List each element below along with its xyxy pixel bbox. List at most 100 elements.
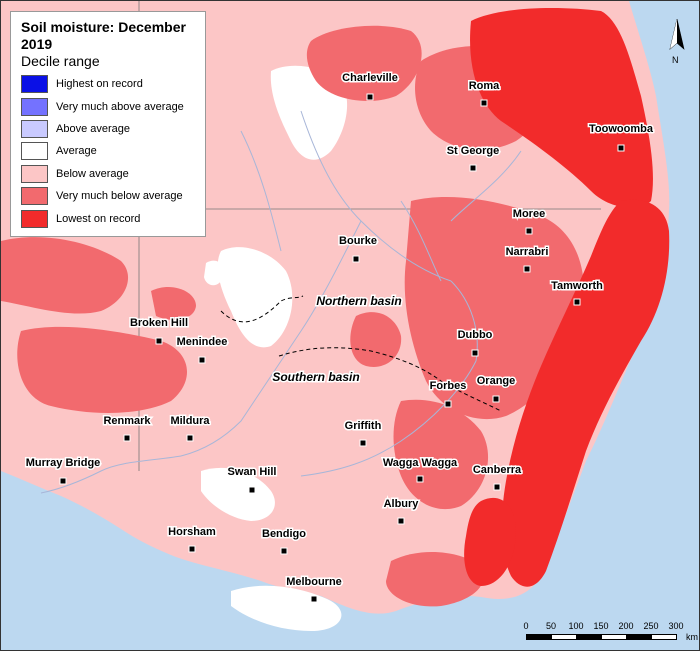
- scale-tick-label: 100: [568, 621, 584, 631]
- town-label: Menindee: [177, 336, 228, 348]
- town-label: Charleville: [342, 72, 398, 84]
- scale-segment: [526, 634, 552, 640]
- town-marker: [416, 475, 424, 483]
- town-marker: [186, 434, 194, 442]
- lowest-area: [464, 497, 516, 586]
- legend-item: Very much below average: [21, 185, 197, 207]
- scale-tick-label: 50: [545, 621, 557, 631]
- town-marker: [123, 434, 131, 442]
- town-label: Renmark: [103, 415, 151, 427]
- legend-item: Lowest on record: [21, 207, 197, 229]
- town-label: Bendigo: [262, 528, 306, 540]
- town-marker: [352, 255, 360, 263]
- legend: Soil moisture: December 2019 Decile rang…: [10, 11, 206, 237]
- town-griffith: Griffith: [343, 419, 383, 447]
- town-marker: [617, 144, 625, 152]
- rivers: [40, 110, 522, 494]
- town-tamworth: Tamworth: [550, 279, 605, 306]
- town-renmark: Renmark: [102, 414, 153, 442]
- legend-label: Very much above average: [56, 100, 184, 113]
- town-marker: [248, 486, 256, 494]
- town-orange: Orange: [475, 374, 517, 403]
- town-broken-hill: Broken Hill: [128, 316, 190, 345]
- town-marker: [480, 99, 488, 107]
- average-area: [217, 247, 293, 348]
- scale-segment: [651, 634, 677, 640]
- town-menindee: Menindee: [175, 335, 229, 364]
- town-marker: [444, 400, 452, 408]
- scale-bar: 0 50 100 150 200 250 300 km: [523, 621, 698, 645]
- town-marker: [280, 547, 288, 555]
- average-area: [204, 260, 224, 286]
- town-st-george: St George: [445, 144, 501, 172]
- town-label: Moree: [513, 208, 545, 220]
- town-canberra: Canberra: [471, 463, 524, 491]
- town-marker: [155, 337, 163, 345]
- town-marker: [469, 164, 477, 172]
- town-moree: Moree: [511, 207, 547, 235]
- town-label: Forbes: [430, 380, 467, 392]
- average-area: [201, 467, 275, 521]
- town-label: St George: [447, 145, 500, 157]
- scale-tick-label: 300: [668, 621, 684, 631]
- scale-segment: [576, 634, 602, 640]
- scale-tick-label: 150: [593, 621, 609, 631]
- town-marker: [493, 483, 501, 491]
- very-below-area: [350, 312, 402, 367]
- town-label: Murray Bridge: [26, 457, 101, 469]
- very-below-area: [306, 25, 422, 101]
- town-layer: Charleville Roma Toowoomba St George Moree Na…: [24, 71, 655, 603]
- very-below-area: [386, 551, 484, 607]
- town-label: Swan Hill: [228, 466, 277, 478]
- legend-subtitle: Decile range: [21, 53, 100, 69]
- town-label: Dubbo: [458, 329, 493, 341]
- town-label: Roma: [469, 80, 500, 92]
- town-mildura: Mildura: [169, 414, 212, 442]
- town-label: Toowoomba: [589, 123, 654, 135]
- legend-item: Very much above average: [21, 95, 197, 117]
- lowest-area: [501, 199, 670, 587]
- scale-tick-label: 250: [643, 621, 659, 631]
- legend-swatch: [21, 97, 48, 116]
- very-below-area: [404, 196, 585, 420]
- legend-swatch: [21, 209, 48, 228]
- basin-label: Northern basin: [316, 294, 401, 308]
- legend-swatch: [21, 142, 48, 161]
- legend-item: Above average: [21, 118, 197, 140]
- town-marker: [366, 93, 374, 101]
- legend-label: Average: [56, 145, 97, 158]
- town-label: Albury: [384, 498, 420, 510]
- scale-segment: [551, 634, 577, 640]
- town-label: Canberra: [473, 464, 522, 476]
- town-label: Orange: [477, 375, 516, 387]
- scale-segment: [601, 634, 627, 640]
- town-marker: [525, 227, 533, 235]
- town-marker: [492, 395, 500, 403]
- legend-title: Soil moisture: December 2019: [21, 19, 186, 52]
- town-marker: [573, 298, 581, 306]
- legend-item: Highest on record: [21, 73, 197, 95]
- very-below-area: [151, 286, 196, 320]
- legend-label: Above average: [56, 122, 130, 135]
- town-narrabri: Narrabri: [504, 245, 550, 273]
- town-label: Mildura: [170, 415, 210, 427]
- town-roma: Roma: [467, 79, 502, 107]
- town-label: Wagga Wagga: [383, 457, 458, 469]
- scale-tick-label: 0: [523, 621, 529, 631]
- legend-label: Lowest on record: [56, 212, 141, 225]
- town-forbes: Forbes: [428, 379, 468, 408]
- town-melbourne: Melbourne: [285, 575, 343, 603]
- town-marker: [198, 356, 206, 364]
- town-bendigo: Bendigo: [261, 527, 308, 555]
- town-marker: [523, 265, 531, 273]
- town-marker: [359, 439, 367, 447]
- legend-swatch: [21, 119, 48, 138]
- basin-label-layer: Northern basin Southern basin: [271, 293, 403, 386]
- legend-swatch: [21, 164, 48, 183]
- town-marker: [471, 349, 479, 357]
- town-swan-hill: Swan Hill: [226, 465, 278, 494]
- town-marker: [59, 477, 67, 485]
- town-marker: [397, 517, 405, 525]
